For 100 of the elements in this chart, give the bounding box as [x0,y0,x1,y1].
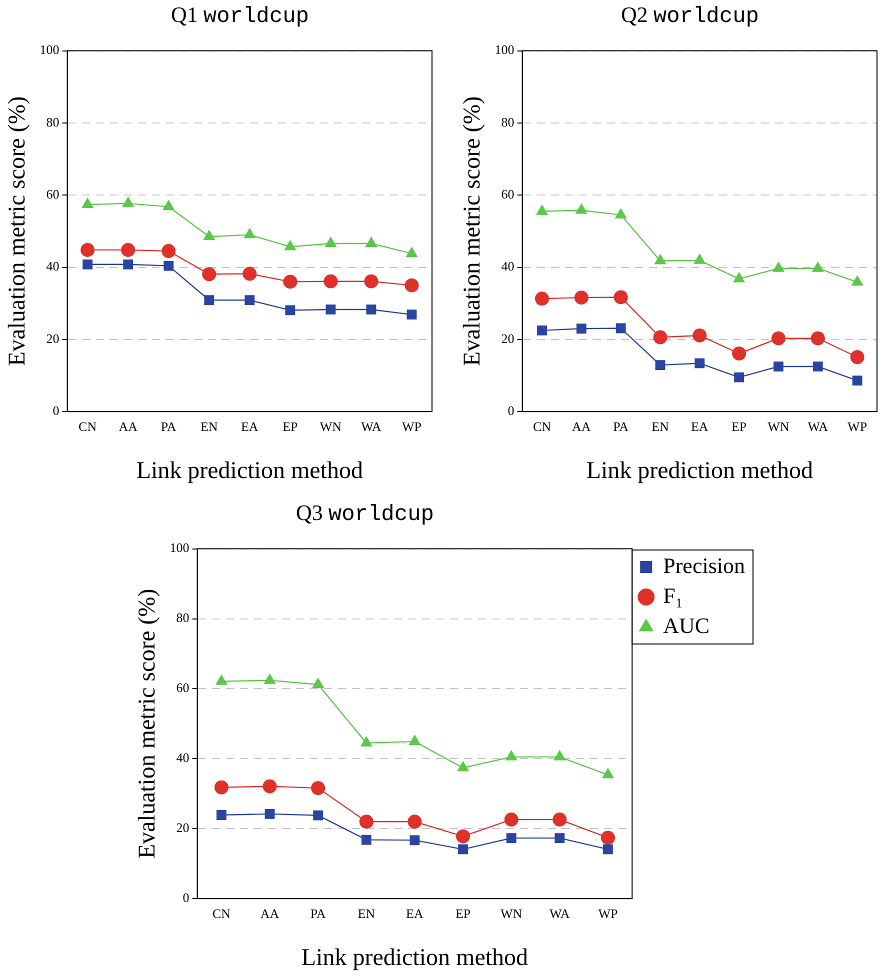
x-tick-label: EP [731,418,747,434]
y-tick-label: 60 [176,680,190,696]
point [458,844,468,854]
point [734,372,744,382]
x-tick-label: EN [200,418,218,434]
chart-title: Q1 worldcup [170,2,309,29]
x-tick-label: EN [652,418,670,434]
y-tick-label: 40 [176,750,190,766]
x-axis-title: Link prediction method [136,458,363,484]
y-tick-label: 40 [46,258,60,274]
point [812,261,824,272]
point [216,810,226,820]
point [312,678,324,688]
point [614,208,627,218]
point [80,242,95,257]
point [603,844,613,854]
point [283,274,298,289]
point [733,272,746,282]
point [554,750,566,760]
point [285,305,296,316]
point [326,304,336,314]
chart-title: Q3 worldcup [296,500,434,527]
point [600,830,615,845]
x-tick-label: WA [808,418,829,434]
point [536,204,548,215]
point [164,260,174,271]
legend-label: Precision [663,552,746,578]
point [771,331,786,346]
point [244,295,255,306]
x-tick-label: WN [768,418,790,434]
point [575,203,588,214]
x-tick-label: WA [550,906,570,921]
y-tick-label: 100 [40,42,60,58]
y-tick-label: 20 [501,330,514,346]
x-tick-label: PA [160,418,177,434]
y-tick-label: 80 [176,610,190,626]
point [408,734,421,746]
point [537,325,547,336]
point [324,236,337,247]
y-tick-label: 0 [182,890,190,906]
point [162,200,175,210]
point [162,244,176,258]
point [214,780,228,794]
point [456,760,470,772]
x-axis-title: Link prediction method [586,458,813,484]
point [694,253,706,264]
point [364,274,378,288]
x-tick-label: CN [212,906,232,921]
y-tick-label: 100 [170,540,190,556]
x-tick-label: AA [572,418,592,434]
x-tick-label: EA [406,906,424,921]
point [410,835,420,846]
y-tick-label: 0 [52,403,60,418]
point [772,261,785,272]
point [774,362,784,372]
x-tick-label: PA [613,418,630,434]
x-tick-label: EP [455,906,471,921]
x-tick-label: AA [118,418,138,434]
x-tick-label: EA [240,418,259,434]
point [602,768,614,778]
y-tick-label: 80 [501,114,514,130]
chart-title: Q2 worldcup [620,2,759,29]
point [616,323,626,334]
point [264,809,275,819]
point [360,736,372,746]
x-tick-label: WP [402,418,422,434]
point [810,331,825,346]
point [262,779,277,794]
y-tick-label: 40 [501,258,514,274]
y-axis-title: Evaluation metric score (%) [134,588,161,859]
point [264,673,276,684]
point [614,290,628,304]
point [242,266,257,281]
point [535,292,550,306]
x-tick-label: PA [310,906,326,921]
point [406,246,418,258]
point [552,812,567,827]
legend-label: AUC [663,612,710,638]
point [365,236,378,247]
y-tick-label: 80 [46,114,60,130]
point [506,833,516,844]
x-tick-label: WN [320,418,342,434]
x-tick-label: EP [282,418,298,434]
point [204,295,214,306]
point [215,674,228,685]
point [121,242,136,257]
point [504,812,518,827]
x-tick-label: WN [500,906,523,921]
x-tick-label: WP [598,906,618,921]
point [82,198,94,208]
y-tick-label: 20 [46,330,60,346]
y-tick-label: 20 [176,820,190,836]
point [554,833,565,844]
point [653,330,668,344]
x-tick-label: CN [78,418,98,434]
x-tick-label: WA [361,418,382,434]
y-axis-title: Evaluation metric score (%) [460,96,486,366]
x-tick-label: EN [358,906,376,921]
point [456,829,470,844]
point [694,358,705,368]
